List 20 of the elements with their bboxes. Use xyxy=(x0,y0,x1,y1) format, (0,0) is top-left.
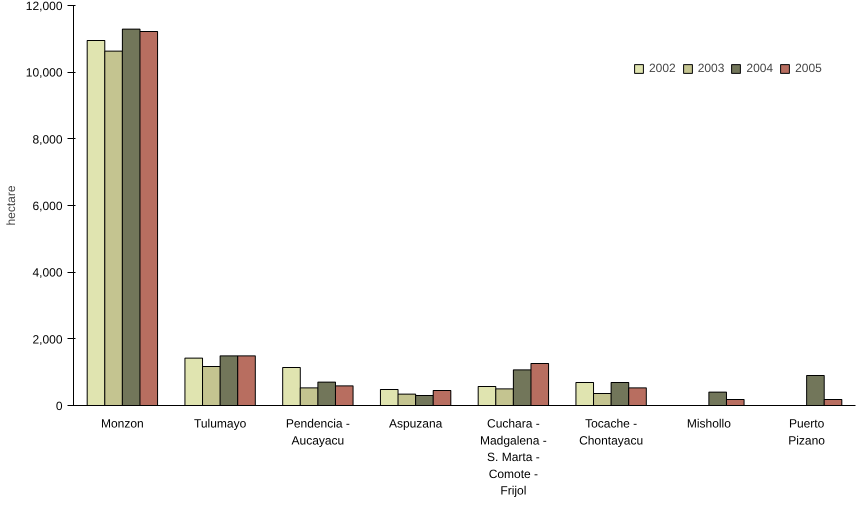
y-tick-label: 4,000 xyxy=(32,266,63,280)
legend-label: 2004 xyxy=(746,61,774,75)
y-tick-label: 2,000 xyxy=(32,332,63,346)
legend-label: 2002 xyxy=(649,61,676,75)
x-tick-label: Tulumayo xyxy=(194,416,247,430)
y-tick-label: 12,000 xyxy=(26,0,63,13)
y-tick-label: 10,000 xyxy=(26,66,63,80)
x-tick-label: Mishollo xyxy=(686,416,732,430)
y-tick-label: 6,000 xyxy=(32,199,63,213)
legend-label: 2003 xyxy=(698,61,724,75)
x-tick-label: Pendencia - Aucayacu xyxy=(286,416,350,448)
y-tick-label: 0 xyxy=(56,399,63,413)
x-tick-label: Puerto Pizano xyxy=(788,416,826,448)
x-tick-label: Cuchara - Madgalena - S. Marta - Comote - Frijol xyxy=(480,416,547,498)
legend-label: 2005 xyxy=(795,61,822,75)
x-tick-label: Tocache - Chontayacu xyxy=(579,416,644,448)
x-tick-label: Monzon xyxy=(101,416,144,430)
y-tick-label: 8,000 xyxy=(32,132,63,146)
y-axis-title: hectare xyxy=(4,185,18,226)
x-tick-label: Aspuzana xyxy=(388,416,443,430)
